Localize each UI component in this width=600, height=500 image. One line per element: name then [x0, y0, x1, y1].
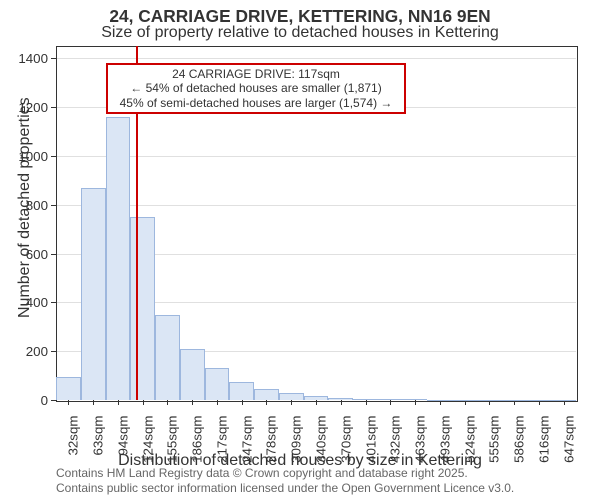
histogram-bar — [378, 399, 403, 400]
histogram-bar — [155, 315, 180, 400]
histogram-bar — [551, 400, 576, 401]
histogram-bar — [526, 400, 551, 401]
x-tick-label: 63sqm — [91, 416, 106, 466]
x-tick-label: 586sqm — [512, 416, 527, 466]
y-tick-label: 1200 — [8, 100, 48, 115]
x-tick-label: 493sqm — [437, 416, 452, 466]
histogram-bar — [353, 399, 378, 400]
x-tick-label: 94sqm — [115, 416, 130, 466]
histogram-bar — [56, 377, 81, 400]
x-tick-label: 401sqm — [363, 416, 378, 466]
x-tick-label: 278sqm — [264, 416, 279, 466]
histogram-bar — [130, 217, 155, 400]
chart-container: { "title1": "24, CARRIAGE DRIVE, KETTERI… — [0, 0, 600, 500]
histogram-bar — [452, 400, 477, 401]
x-tick-label: 463sqm — [413, 416, 428, 466]
x-tick-label: 309sqm — [289, 416, 304, 466]
credits-line2: Contains public sector information licen… — [56, 481, 514, 496]
histogram-bar — [180, 349, 205, 400]
y-tick-label: 800 — [8, 198, 48, 213]
annotation-box: 24 CARRIAGE DRIVE: 117sqm ← 54% of detac… — [106, 63, 406, 114]
y-tick-label: 1000 — [8, 149, 48, 164]
histogram-bar — [304, 396, 329, 400]
credits: Contains HM Land Registry data © Crown c… — [56, 466, 514, 496]
histogram-bar — [205, 368, 230, 400]
x-tick-label: 32sqm — [66, 416, 81, 466]
x-tick-label: 370sqm — [338, 416, 353, 466]
histogram-bar — [81, 188, 106, 400]
histogram-bar — [403, 399, 428, 400]
x-tick-label: 186sqm — [190, 416, 205, 466]
x-tick-label: 155sqm — [165, 416, 180, 466]
x-tick-label: 555sqm — [487, 416, 502, 466]
annotation-line3: 45% of semi-detached houses are larger (… — [112, 96, 400, 110]
histogram-bar — [328, 398, 353, 400]
y-tick-label: 1400 — [8, 51, 48, 66]
y-tick-label: 0 — [8, 393, 48, 408]
histogram-bar — [427, 400, 452, 401]
histogram-bar — [502, 400, 527, 401]
histogram-bar — [106, 117, 131, 400]
x-tick-label: 340sqm — [314, 416, 329, 466]
histogram-bar — [477, 400, 502, 401]
annotation-line1: 24 CARRIAGE DRIVE: 117sqm — [112, 67, 400, 81]
histogram-bar — [254, 389, 279, 400]
histogram-bar — [229, 382, 254, 400]
y-tick-label: 200 — [8, 344, 48, 359]
y-tick-label: 600 — [8, 247, 48, 262]
annotation-line2: ← 54% of detached houses are smaller (1,… — [112, 81, 400, 95]
histogram-bar — [279, 393, 304, 400]
x-tick-label: 432sqm — [388, 416, 403, 466]
y-tick-label: 400 — [8, 295, 48, 310]
credits-line1: Contains HM Land Registry data © Crown c… — [56, 466, 514, 481]
x-tick-label: 524sqm — [462, 416, 477, 466]
x-tick-label: 247sqm — [239, 416, 254, 466]
x-tick-label: 124sqm — [140, 416, 155, 466]
chart-subtitle: Size of property relative to detached ho… — [0, 24, 600, 42]
x-tick-label: 217sqm — [214, 416, 229, 466]
x-tick-label: 616sqm — [536, 416, 551, 466]
x-tick-label: 647sqm — [561, 416, 576, 466]
